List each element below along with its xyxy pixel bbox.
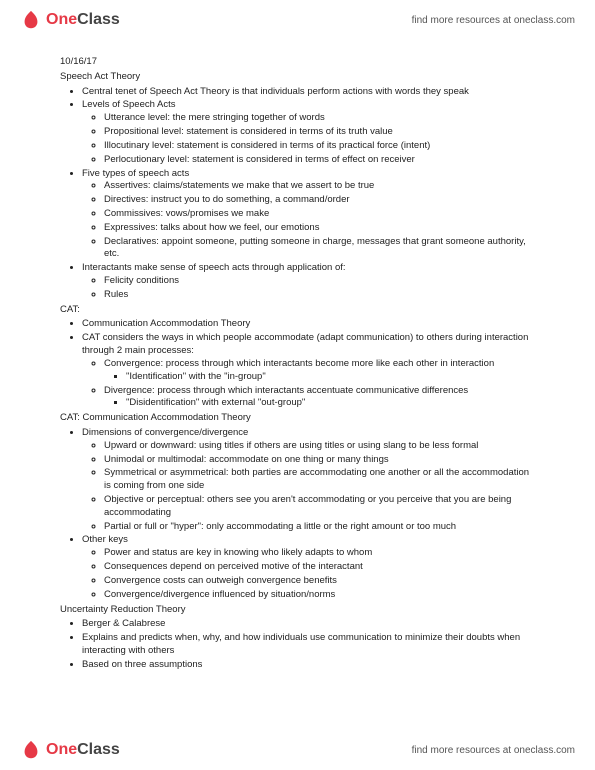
dim-symmetrical: Symmetrical or asymmetrical: both partie… (104, 467, 535, 493)
five-types-label: Five types of speech acts Assertives: cl… (82, 168, 535, 262)
urt-explains: Explains and predicts when, why, and how… (82, 632, 535, 658)
doc-date: 10/16/17 (60, 56, 535, 69)
document-body: 10/16/17 Speech Act Theory Central tenet… (0, 40, 595, 672)
felicity: Felicity conditions (104, 275, 535, 288)
footer: OneClass find more resources at oneclass… (0, 730, 595, 770)
convergence: Convergence: process through which inter… (104, 358, 535, 384)
other-keys-label: Other keys Power and status are key in k… (82, 534, 535, 601)
type-assertives: Assertives: claims/statements we make th… (104, 180, 535, 193)
dim-upward: Upward or downward: using titles if othe… (104, 440, 535, 453)
topic-speech-act: Speech Act Theory (60, 71, 535, 84)
central-tenet: Central tenet of Speech Act Theory is th… (82, 86, 535, 99)
urt-based: Based on three assumptions (82, 659, 535, 672)
urt-label: Uncertainty Reduction Theory (60, 604, 535, 617)
logo: OneClass (20, 9, 120, 31)
levels-label: Levels of Speech Acts Utterance level: t… (82, 99, 535, 166)
logo-text-one-footer: One (46, 741, 77, 759)
cat-considers: CAT considers the ways in which people a… (82, 332, 535, 410)
logo-text-class-footer: Class (77, 741, 120, 759)
logo-text-class: Class (77, 11, 120, 29)
type-directives: Directives: instruct you to do something… (104, 194, 535, 207)
type-declaratives: Declaratives: appoint someone, putting s… (104, 236, 535, 262)
dim-objective: Objective or perceptual: others see you … (104, 494, 535, 520)
ok-influenced: Convergence/divergence influenced by sit… (104, 589, 535, 602)
divergence-sub: "Disidentification" with external "out-g… (126, 397, 535, 410)
ok-consequences: Consequences depend on perceived motive … (104, 561, 535, 574)
interactants-label: Interactants make sense of speech acts t… (82, 262, 535, 301)
level-illocutinary: Illocutinary level: statement is conside… (104, 140, 535, 153)
divergence: Divergence: process through which intera… (104, 385, 535, 411)
ok-power: Power and status are key in knowing who … (104, 547, 535, 560)
leaf-icon (20, 739, 42, 761)
type-commissives: Commissives: vows/promises we make (104, 208, 535, 221)
type-expressives: Expressives: talks about how we feel, ou… (104, 222, 535, 235)
convergence-sub: "Identification" with the "in-group" (126, 371, 535, 384)
ok-costs: Convergence costs can outweigh convergen… (104, 575, 535, 588)
header: OneClass find more resources at oneclass… (0, 0, 595, 40)
rules: Rules (104, 289, 535, 302)
logo-text-one: One (46, 11, 77, 29)
dim-unimodal: Unimodal or multimodal: accommodate on o… (104, 454, 535, 467)
header-tagline: find more resources at oneclass.com (412, 15, 575, 26)
level-propositional: Propositional level: statement is consid… (104, 126, 535, 139)
cat-label: CAT: (60, 304, 535, 317)
logo-footer: OneClass (20, 739, 120, 761)
dimensions-label: Dimensions of convergence/divergence Upw… (82, 427, 535, 534)
urt-berger: Berger & Calabrese (82, 618, 535, 631)
level-utterance: Utterance level: the mere stringing toge… (104, 112, 535, 125)
cat-label-2: CAT: Communication Accommodation Theory (60, 412, 535, 425)
leaf-icon (20, 9, 42, 31)
dim-partial: Partial or full or "hyper": only accommo… (104, 521, 535, 534)
level-perlocutionary: Perlocutionary level: statement is consi… (104, 154, 535, 167)
cat-title: Communication Accommodation Theory (82, 318, 535, 331)
footer-tagline: find more resources at oneclass.com (412, 745, 575, 756)
